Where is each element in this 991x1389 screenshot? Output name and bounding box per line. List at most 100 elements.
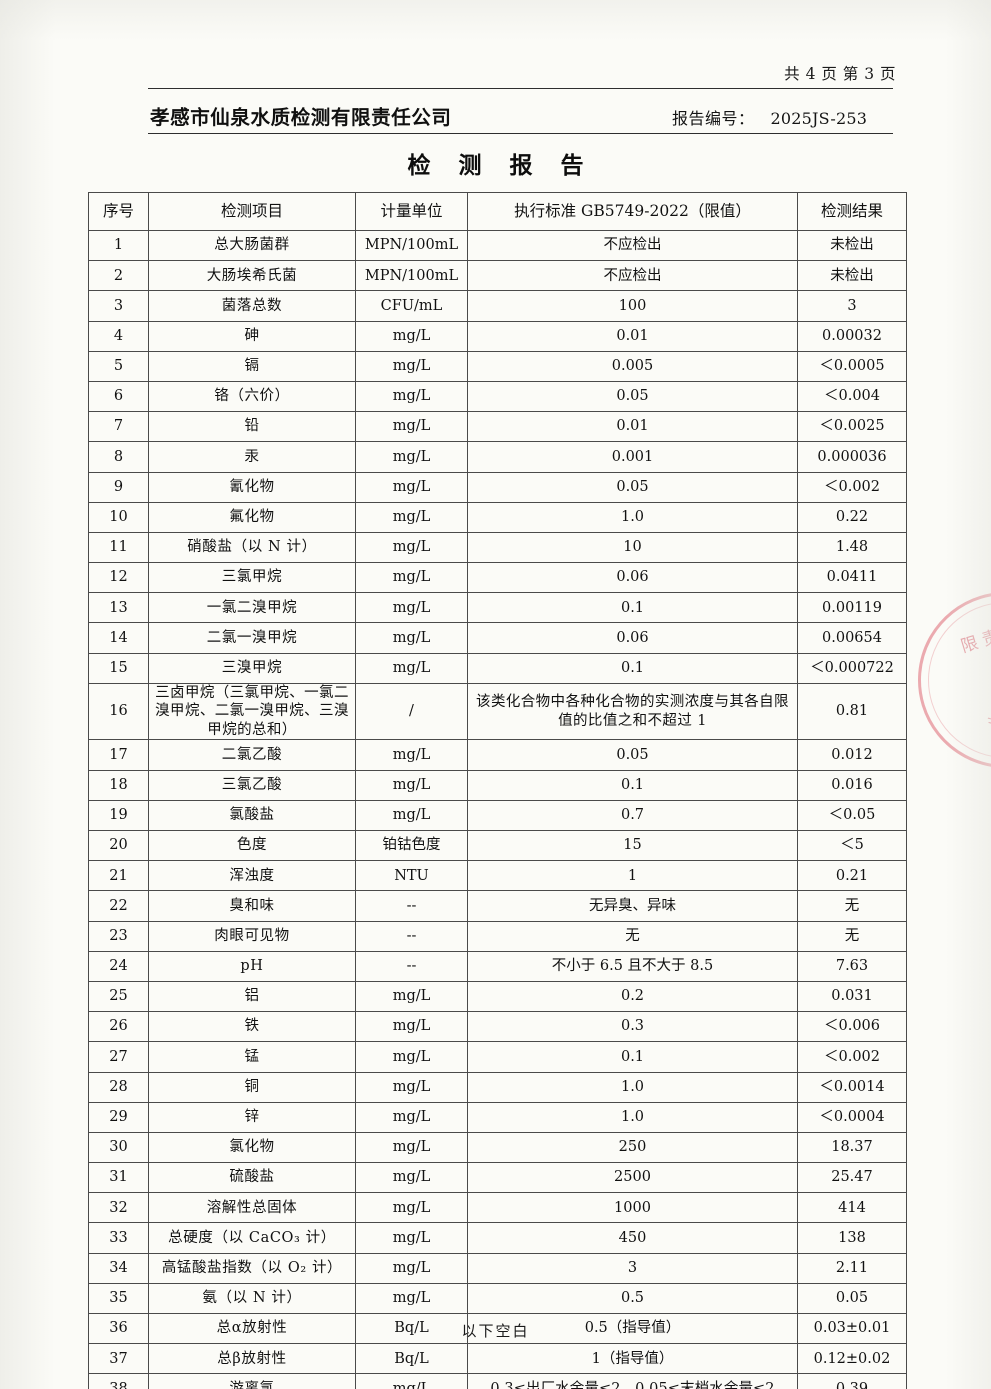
cell-standard: 1.0 xyxy=(467,501,798,533)
cell-no: 21 xyxy=(88,860,149,892)
cell-item: 砷 xyxy=(148,320,356,352)
cell-result: 18.37 xyxy=(797,1131,907,1164)
cell-result: 无 xyxy=(797,890,907,922)
table-row: 18 三氯乙酸 mg/L 0.1 0.016 xyxy=(88,769,907,801)
cell-result: 0.00119 xyxy=(797,592,907,624)
cell-unit: mg/L xyxy=(355,799,468,832)
cell-unit: mg/L xyxy=(355,1373,468,1389)
cell-standard: 1.0 xyxy=(467,1071,798,1103)
cell-result: 0.00032 xyxy=(797,320,907,352)
cell-unit: Bq/L xyxy=(355,1343,468,1375)
table-row: 30 氯化物 mg/L 250 18.37 xyxy=(88,1131,907,1164)
cell-standard: 450 xyxy=(467,1222,798,1254)
cell-item: 菌落总数 xyxy=(148,290,356,322)
cell-no: 17 xyxy=(88,739,149,771)
table-header: 序号 检测项目 计量单位 执行标准 GB5749-2022（限值） 检测结果 xyxy=(88,192,907,231)
table-row: 28 铜 mg/L 1.0 ＜0.0014 xyxy=(88,1071,907,1103)
cell-result: 7.63 xyxy=(797,950,907,982)
cell-result: 0.00654 xyxy=(797,622,907,654)
table-row: 35 氨（以 N 计） mg/L 0.5 0.05 xyxy=(88,1282,907,1315)
cell-unit: 铂钴色度 xyxy=(355,830,468,862)
cell-no: 4 xyxy=(88,320,149,352)
column-header-standard: 执行标准 GB5749-2022（限值） xyxy=(467,192,798,231)
cell-unit: mg/L xyxy=(355,1222,468,1254)
cell-item: 铜 xyxy=(148,1071,356,1103)
cell-no: 19 xyxy=(88,799,149,832)
cell-standard: 0.05 xyxy=(467,739,798,771)
cell-standard: 0.1 xyxy=(467,592,798,624)
cell-no: 25 xyxy=(88,980,149,1013)
cell-no: 34 xyxy=(88,1252,149,1284)
cell-item: 溶解性总固体 xyxy=(148,1192,356,1224)
cell-standard: 2500 xyxy=(467,1162,798,1194)
cell-standard: 0.05 xyxy=(467,471,798,503)
cell-standard: 0.1 xyxy=(467,1041,798,1073)
table-row: 19 氯酸盐 mg/L 0.7 ＜0.05 xyxy=(88,799,907,832)
cell-unit: mg/L xyxy=(355,739,468,771)
cell-result: 2.11 xyxy=(797,1252,907,1284)
cell-item: 三溴甲烷 xyxy=(148,652,356,684)
cell-no: 22 xyxy=(88,890,149,922)
cell-unit: mg/L xyxy=(355,562,468,594)
report-number-value: 2025JS-253 xyxy=(770,109,868,128)
table-body: 1 总大肠菌群 MPN/100mL 不应检出 未检出 2 大肠埃希氏菌 MPN/100mL 不应… xyxy=(88,229,907,1389)
cell-item: 大肠埃希氏菌 xyxy=(148,260,356,292)
table-row: 25 铝 mg/L 0.2 0.031 xyxy=(88,980,907,1013)
cell-item: 二氯一溴甲烷 xyxy=(148,622,356,654)
cell-no: 20 xyxy=(88,830,149,862)
table-row: 27 锰 mg/L 0.1 ＜0.002 xyxy=(88,1041,907,1073)
cell-no: 13 xyxy=(88,592,149,624)
cell-no: 29 xyxy=(88,1101,149,1133)
column-header-result: 检测结果 xyxy=(797,192,907,231)
cell-unit: mg/L xyxy=(355,980,468,1013)
cell-unit: -- xyxy=(355,920,468,952)
cell-no: 23 xyxy=(88,920,149,952)
cell-standard: 0.2 xyxy=(467,980,798,1013)
cell-result: ＜0.0025 xyxy=(797,411,907,443)
table-row: 5 镉 mg/L 0.005 ＜0.0005 xyxy=(88,350,907,382)
table-row: 8 汞 mg/L 0.001 0.000036 xyxy=(88,441,907,473)
cell-result: 138 xyxy=(797,1222,907,1254)
cell-item: 氨（以 N 计） xyxy=(148,1282,356,1315)
cell-standard: 100 xyxy=(467,290,798,322)
cell-item: 锌 xyxy=(148,1101,356,1133)
cell-result: ＜0.004 xyxy=(797,380,907,413)
cell-result: 0.000036 xyxy=(797,441,907,473)
cell-standard: 0.005 xyxy=(467,350,798,382)
cell-unit: mg/L xyxy=(355,1162,468,1194)
cell-unit: mg/L xyxy=(355,1011,468,1043)
cell-item: 三卤甲烷（三氯甲烷、一氯二溴甲烷、二氯一溴甲烷、三溴甲烷的总和） xyxy=(148,682,356,741)
cell-item: 总α放射性 xyxy=(148,1313,356,1345)
table-row: 23 肉眼可见物 -- 无无 xyxy=(88,920,907,952)
table-row: 7 铅 mg/L 0.01 ＜0.0025 xyxy=(88,411,907,443)
cell-result: 未检出 xyxy=(797,260,907,292)
cell-item: pH xyxy=(148,950,356,982)
cell-result: 0.81 xyxy=(797,682,907,741)
table-row: 16 三卤甲烷（三氯甲烷、一氯二溴甲烷、二氯一溴甲烷、三溴甲烷的总和） / 该类化合物… xyxy=(88,682,907,741)
cell-unit: mg/L xyxy=(355,531,468,564)
cell-unit: CFU/mL xyxy=(355,290,468,322)
cell-unit: mg/L xyxy=(355,350,468,382)
cell-unit: mg/L xyxy=(355,1041,468,1073)
column-header-no: 序号 xyxy=(88,192,149,231)
cell-standard: 0.01 xyxy=(467,411,798,443)
cell-item: 游离氯 xyxy=(148,1373,356,1389)
cell-no: 14 xyxy=(88,622,149,654)
cell-result: 未检出 xyxy=(797,229,907,262)
cell-unit: / xyxy=(355,682,468,741)
cell-item: 三氯甲烷 xyxy=(148,562,356,594)
company-name: 孝感市仙泉水质检测有限责任公司 xyxy=(150,106,452,129)
cell-result: 0.05 xyxy=(797,1282,907,1315)
stamp-inner-ring xyxy=(908,582,991,778)
cell-no: 9 xyxy=(88,471,149,503)
cell-result: 0.21 xyxy=(797,860,907,892)
table-row: 29 锌 mg/L 1.0 ＜0.0004 xyxy=(88,1101,907,1133)
table-row: 11 硝酸盐（以 N 计） mg/L 10 1.48 xyxy=(88,531,907,564)
cell-standard: 15 xyxy=(467,830,798,862)
cell-unit: mg/L xyxy=(355,652,468,684)
cell-unit: mg/L xyxy=(355,380,468,413)
cell-unit: mg/L xyxy=(355,1101,468,1133)
header-rule-top xyxy=(148,88,893,89)
report-number-label: 报告编号： xyxy=(672,109,755,128)
cell-unit: MPN/100mL xyxy=(355,229,468,262)
